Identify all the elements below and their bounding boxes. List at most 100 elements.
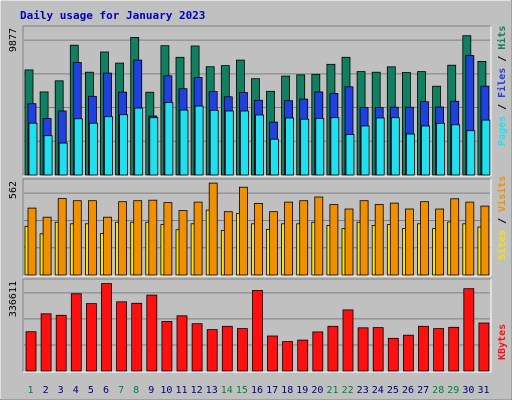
day-label: 22	[342, 385, 354, 396]
bar-kbytes	[131, 302, 143, 372]
bar-visits	[133, 200, 143, 276]
bar-kbytes	[402, 334, 414, 372]
bar-kbytes	[86, 303, 97, 372]
bar-visits	[148, 199, 158, 276]
day-label: 2	[43, 385, 49, 396]
bar-pages	[405, 133, 415, 176]
bar-kbytes	[297, 339, 309, 372]
legend-pages: Pages	[497, 116, 508, 146]
day-label: 18	[281, 385, 293, 396]
bar-kbytes	[387, 337, 399, 372]
day-label: 14	[221, 385, 233, 396]
axis-max-label: 562	[8, 181, 19, 199]
day-label: 11	[175, 385, 187, 396]
bar-visits	[420, 201, 429, 276]
bar-pages	[345, 134, 355, 176]
day-label: 21	[326, 385, 338, 396]
day-label: 20	[311, 385, 323, 396]
bar-pages	[179, 109, 189, 176]
legend-files: Files	[496, 68, 508, 98]
bar-pages	[43, 135, 53, 176]
legend-sites: Sites	[496, 230, 508, 260]
bar-kbytes	[236, 328, 248, 372]
bar-pages	[239, 110, 249, 176]
bar-kbytes	[418, 325, 429, 372]
bar-visits	[359, 200, 369, 276]
bar-visits	[314, 196, 324, 276]
day-label: 10	[160, 385, 172, 396]
bar-pages	[451, 124, 461, 176]
legend-separator: /	[497, 98, 508, 116]
bar-pages	[73, 118, 83, 176]
bar-pages	[119, 114, 128, 176]
bar-kbytes	[191, 323, 203, 372]
day-label: 7	[118, 385, 124, 396]
axis-max-label: 336611	[8, 281, 19, 317]
bar-kbytes	[25, 331, 37, 372]
bar-pages	[390, 117, 400, 176]
day-label: 17	[266, 385, 278, 396]
bar-kbytes	[101, 283, 112, 372]
bar-kbytes	[221, 325, 233, 372]
bar-pages	[315, 118, 325, 176]
bar-pages	[270, 138, 279, 176]
bar-pages	[466, 130, 476, 176]
bar-visits	[404, 208, 414, 276]
day-label: 27	[417, 385, 429, 396]
bar-kbytes	[206, 329, 218, 372]
day-label: 25	[387, 385, 399, 396]
legend-separator: /	[497, 50, 508, 68]
bar-kbytes	[70, 293, 82, 372]
day-label: 1	[27, 385, 33, 396]
bar-pages	[58, 142, 68, 176]
bar-visits	[163, 202, 173, 276]
day-label: 15	[236, 385, 248, 396]
side-legend: Pages / Files / Hits	[496, 26, 508, 146]
day-label: 30	[462, 385, 474, 396]
bar-pages	[194, 105, 204, 176]
day-label: 16	[251, 385, 263, 396]
bar-pages	[134, 107, 144, 176]
bar-pages	[224, 110, 234, 176]
bar-visits	[118, 201, 127, 276]
bar-visits	[374, 204, 384, 276]
bar-pages	[285, 117, 295, 176]
bar-visits	[480, 205, 490, 276]
day-label: 24	[372, 385, 384, 396]
bar-kbytes	[267, 335, 278, 372]
chart-title: Daily usage for January 2023	[20, 9, 205, 22]
bar-visits	[389, 202, 399, 276]
bar-kbytes	[116, 301, 127, 372]
bar-kbytes	[372, 327, 384, 372]
day-label: 13	[206, 385, 218, 396]
day-label: 8	[133, 385, 139, 396]
day-label: 29	[447, 385, 459, 396]
bar-kbytes	[327, 325, 339, 372]
bar-pages	[209, 109, 219, 176]
bar-visits	[299, 200, 309, 276]
legend-hits: Hits	[496, 26, 508, 50]
legend-kbytes: KBytes	[497, 324, 508, 360]
bar-visits	[344, 208, 354, 276]
bar-visits	[88, 200, 97, 276]
bar-pages	[28, 122, 38, 176]
bar-kbytes	[252, 290, 263, 372]
bar-kbytes	[161, 320, 173, 372]
day-label: 28	[432, 385, 444, 396]
bar-pages	[104, 116, 113, 176]
bar-kbytes	[282, 341, 294, 372]
legend-visits: Visits	[496, 176, 508, 212]
bar-pages	[149, 117, 159, 176]
bar-kbytes	[176, 315, 188, 372]
bar-kbytes	[55, 314, 67, 372]
bar-pages	[375, 117, 385, 176]
day-label: 6	[103, 385, 109, 396]
bar-visits	[450, 198, 460, 276]
bar-visits	[193, 201, 203, 276]
bar-pages	[330, 117, 340, 176]
bar-visits	[27, 207, 37, 276]
bar-visits	[238, 186, 248, 276]
bar-kbytes	[433, 328, 445, 372]
